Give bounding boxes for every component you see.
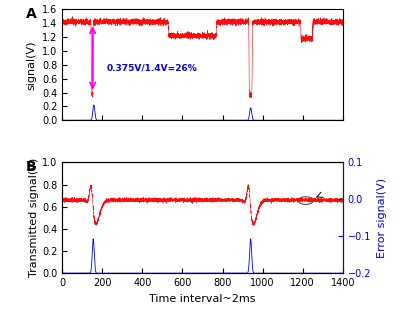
Text: 0.375V/1.4V=26%: 0.375V/1.4V=26% — [106, 63, 197, 72]
Y-axis label: signal(V): signal(V) — [26, 40, 36, 89]
Text: B: B — [26, 160, 36, 174]
Text: A: A — [26, 7, 36, 21]
Y-axis label: Transmitted signal(V): Transmitted signal(V) — [29, 158, 39, 277]
X-axis label: Time interval~2ms: Time interval~2ms — [149, 294, 256, 304]
Y-axis label: Error signal(V): Error signal(V) — [377, 178, 387, 258]
